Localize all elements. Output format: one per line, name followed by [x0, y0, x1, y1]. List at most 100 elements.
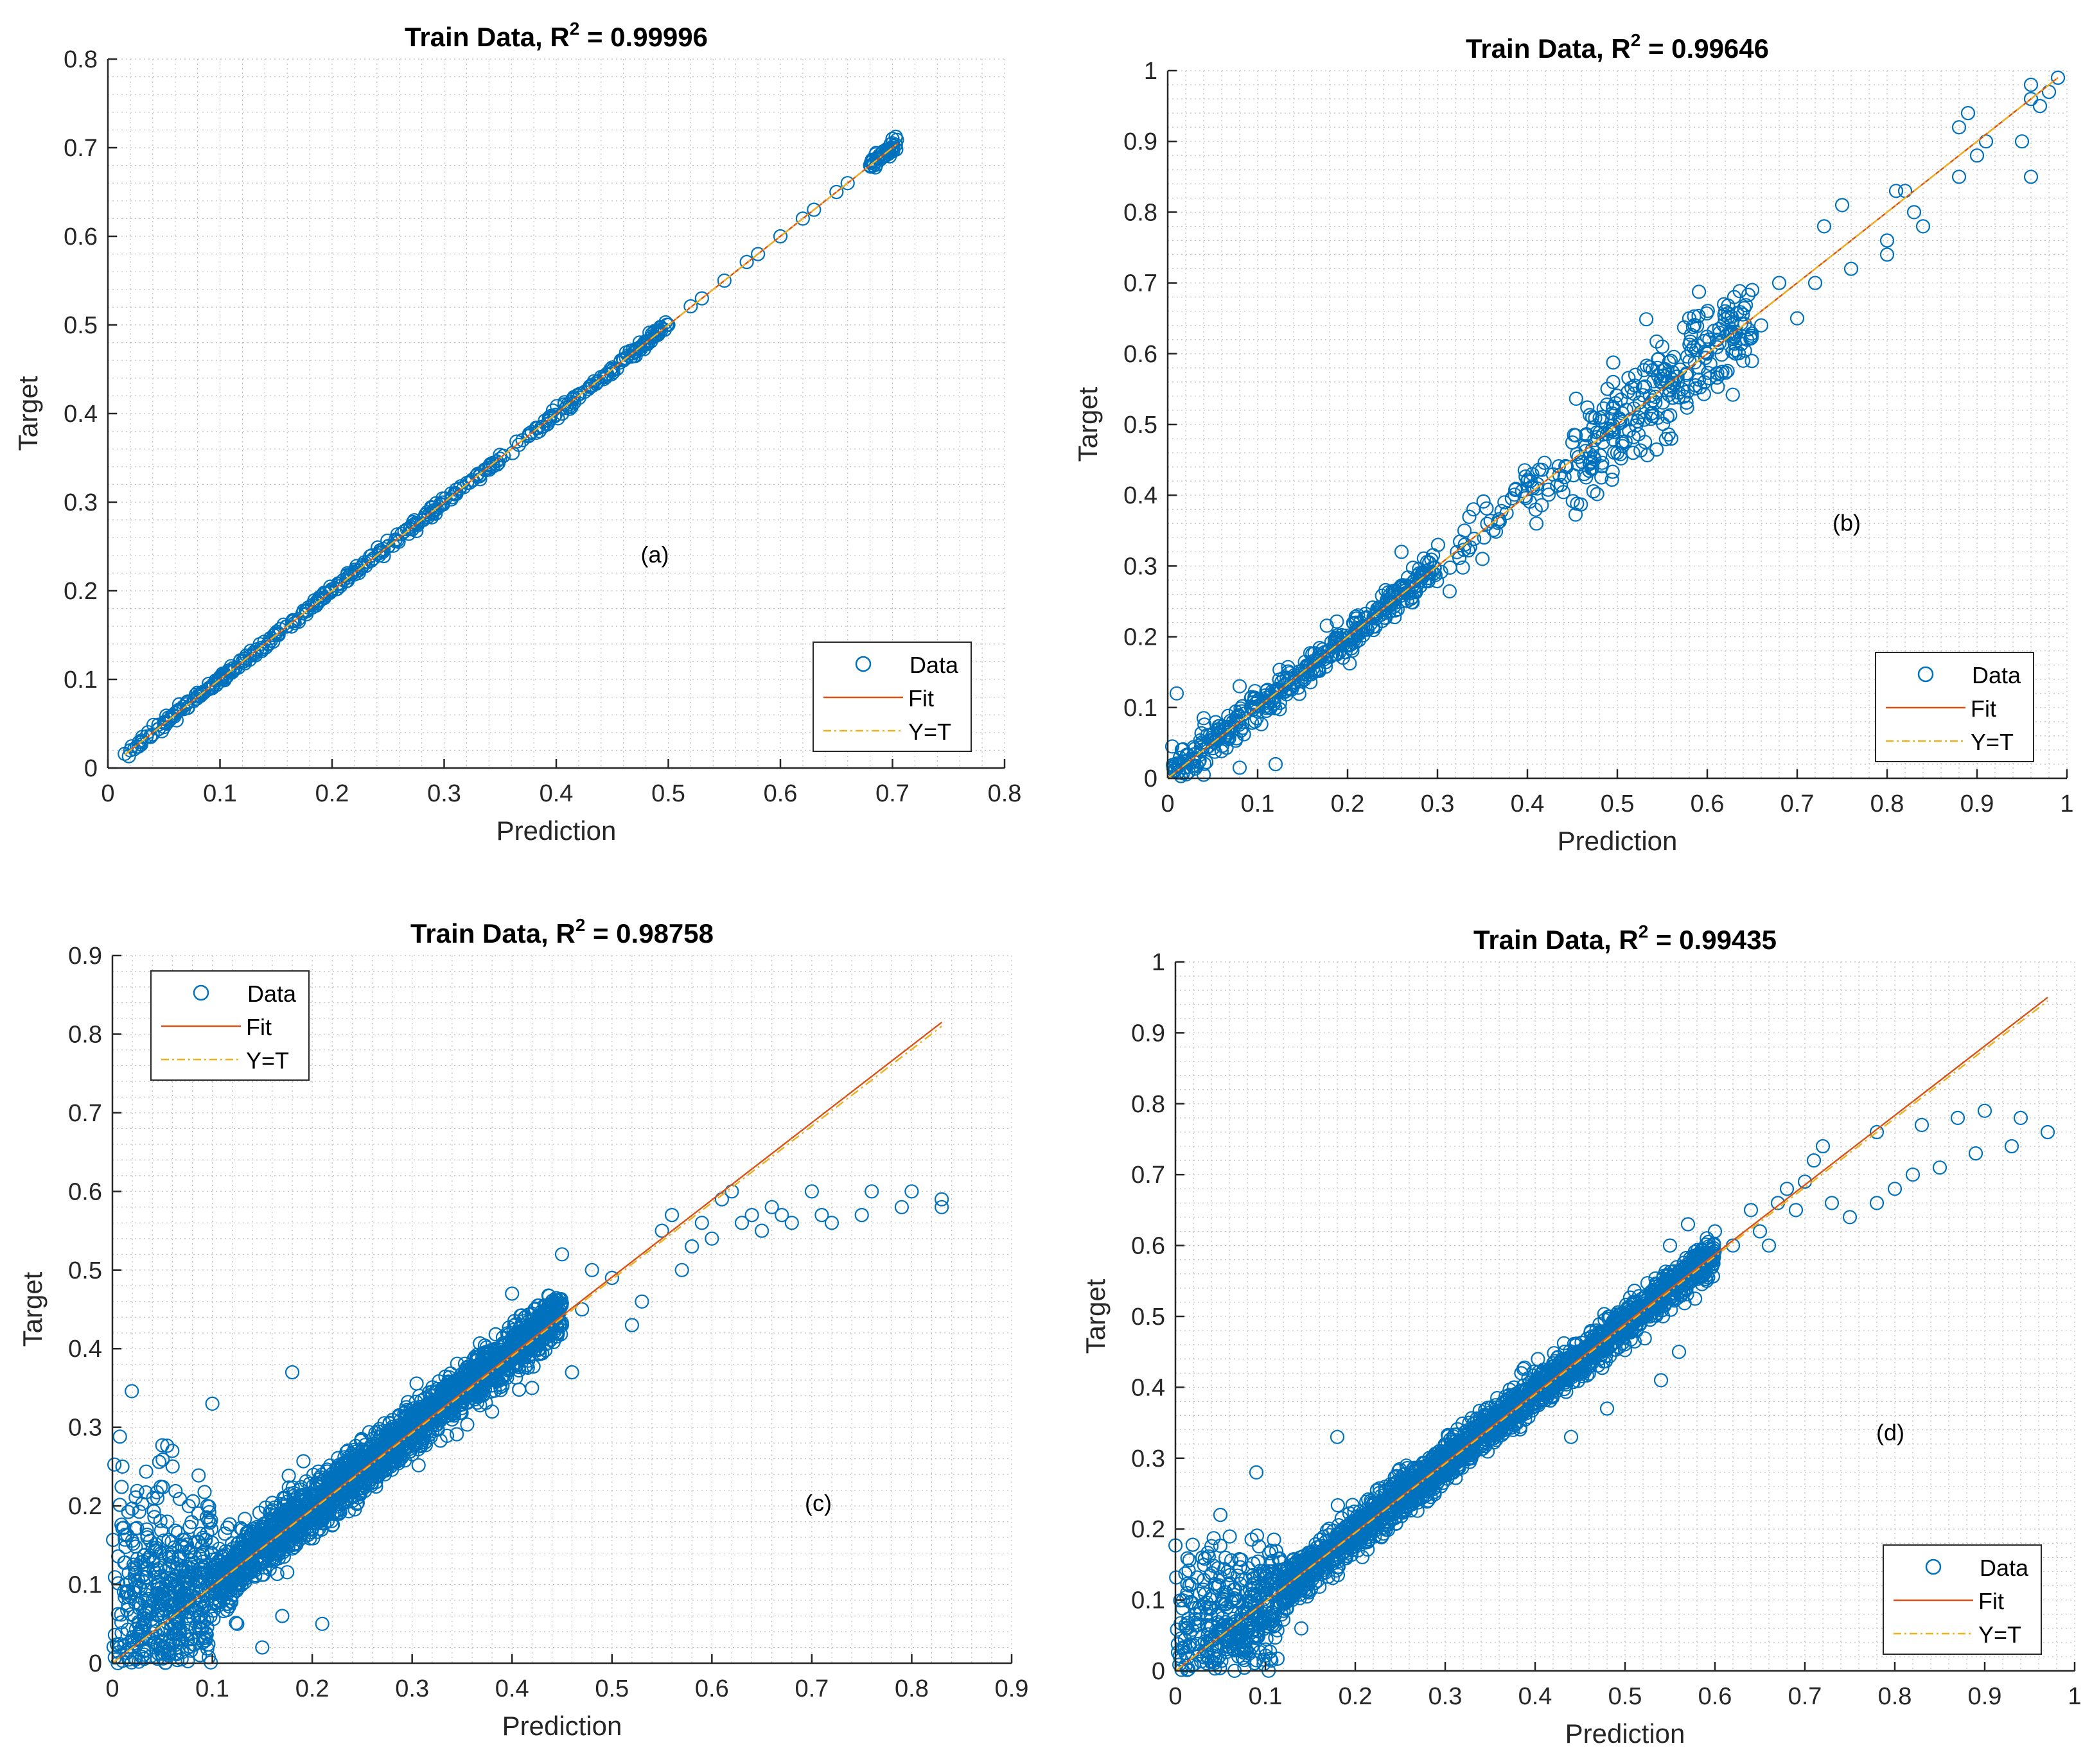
panel-annotation: (b): [1833, 509, 1861, 536]
data-point: [106, 1639, 121, 1654]
data-point: [807, 202, 822, 217]
data-point: [139, 1485, 154, 1500]
data-point: [717, 273, 732, 288]
data-point: [1329, 635, 1344, 650]
data-point: [1179, 753, 1195, 769]
data-point: [279, 619, 294, 634]
data-point: [2032, 99, 2048, 114]
data-point: [140, 1603, 155, 1618]
data-point: [191, 1534, 206, 1549]
x-tick-label: 0.2: [1331, 790, 1365, 817]
data-point: [1662, 354, 1676, 370]
data-point: [1707, 324, 1721, 338]
data-point: [1834, 198, 1850, 213]
data-point: [1585, 410, 1600, 424]
data-point: [155, 1584, 170, 1600]
data-point: [1594, 459, 1609, 474]
data-point: [1683, 334, 1698, 349]
data-point: [336, 573, 351, 588]
data-point: [162, 1558, 177, 1573]
data-point: [114, 1615, 129, 1630]
data-point: [524, 424, 540, 439]
y-tick-label: 1: [1144, 58, 1157, 85]
x-tick-label: 0.8: [988, 780, 1022, 807]
data-point: [661, 317, 676, 333]
data-point: [1569, 391, 1583, 406]
chart-title-superscript: 2: [1631, 30, 1641, 50]
data-point: [155, 1452, 170, 1467]
data-point: [1582, 463, 1597, 478]
data-point: [1394, 545, 1409, 559]
data-point: [565, 392, 580, 407]
data-point: [162, 1645, 177, 1660]
data-point: [1640, 448, 1655, 463]
data-point: [140, 1553, 155, 1568]
data-point: [1477, 530, 1491, 545]
data-point: [1710, 370, 1725, 385]
data-point: [1358, 606, 1373, 622]
data-point: [1457, 523, 1472, 538]
data-point: [425, 505, 441, 520]
chart-title-suffix: = 0.99996: [579, 22, 708, 52]
legend-label-identity: Y=T: [1971, 729, 2014, 755]
data-point: [305, 600, 320, 615]
data-point: [1232, 679, 1247, 694]
data-point: [1951, 120, 1967, 135]
data-point: [2014, 134, 2030, 149]
y-tick-label: 0.1: [68, 1572, 102, 1599]
data-point: [168, 706, 182, 720]
data-point: [1725, 344, 1740, 359]
x-tick-label: 0.3: [395, 1675, 429, 1702]
data-point: [1682, 311, 1697, 326]
data-point: [139, 1583, 154, 1598]
panel-a: 0 0.1 0.2 0.3 0.4 0.5 0.6 0.7 0.800.10.20.30.40.…: [13, 19, 1021, 846]
legend-label-data: Data: [910, 652, 959, 678]
data-point: [1565, 494, 1580, 509]
data-point: [1279, 687, 1294, 702]
data-point: [1671, 390, 1686, 405]
x-tick-label: 0.4: [1511, 790, 1545, 817]
data-point: [1450, 545, 1464, 559]
data-point: [1642, 360, 1657, 374]
data-point: [1462, 509, 1477, 525]
data-point: [1684, 343, 1699, 358]
data-point: [1556, 485, 1570, 500]
data-point: [2023, 92, 2039, 107]
data-point: [1650, 410, 1665, 425]
data-point: [583, 380, 597, 394]
data-point: [1590, 487, 1604, 502]
y-tick-label: 0.8: [68, 1021, 102, 1048]
data-point: [1565, 435, 1580, 450]
data-point: [416, 512, 431, 527]
data-point: [125, 1501, 139, 1516]
data-point: [1683, 327, 1698, 342]
data-point: [1618, 434, 1633, 449]
data-point: [1343, 637, 1358, 652]
data-point: [134, 1623, 148, 1638]
data-point: [2050, 70, 2066, 85]
data-point: [1390, 602, 1405, 617]
data-point: [1702, 371, 1717, 386]
data-point: [1718, 304, 1733, 319]
data-point: [146, 1563, 161, 1578]
data-point: [1593, 448, 1608, 463]
data-point: [132, 1505, 146, 1519]
data-point: [197, 1485, 212, 1499]
data-point: [130, 1551, 145, 1566]
identity-line: [1167, 77, 2059, 779]
data-point: [1734, 336, 1749, 351]
data-point: [183, 1545, 198, 1560]
data-point: [143, 729, 158, 744]
data-point: [470, 466, 486, 481]
data-point: [1906, 205, 1922, 220]
data-point: [1192, 747, 1207, 762]
data-point: [1879, 233, 1895, 248]
x-tick-label: 0.9: [1960, 790, 1994, 817]
data-point: [773, 229, 788, 244]
data-point: [291, 612, 306, 627]
chart-title-prefix: Train Data, R: [410, 918, 576, 948]
data-point: [172, 1492, 188, 1506]
x-tick-label: 0.1: [1241, 790, 1275, 817]
